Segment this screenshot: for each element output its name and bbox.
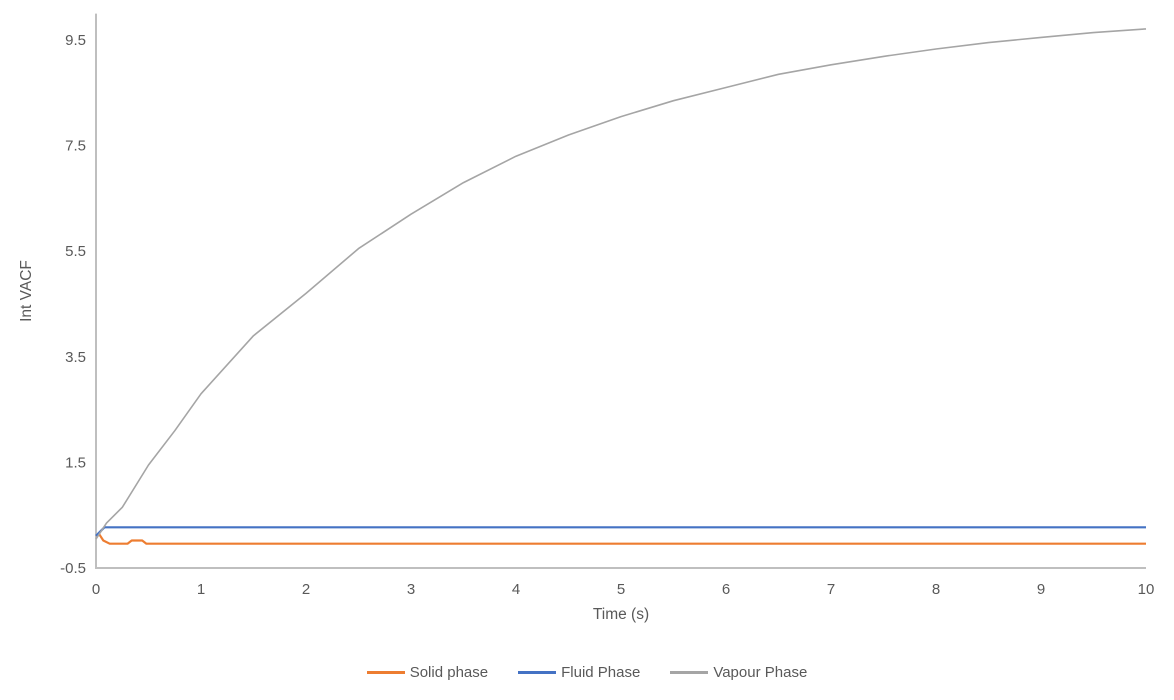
x-tick-label: 8: [932, 581, 940, 598]
series-line-vapour-phase: [95, 28, 1147, 540]
x-tick-label: 10: [1138, 581, 1155, 598]
x-tick-label: 2: [302, 581, 310, 598]
y-tick-label: -0.5: [60, 560, 86, 577]
x-tick-labels: 0 1 2 3 4 5 6 7 8 9 10: [92, 581, 1155, 598]
x-tick-label: 1: [197, 581, 205, 598]
series-lines: [95, 28, 1147, 545]
series-line-fluid-phase: [95, 526, 1146, 537]
legend-swatch-line: [518, 671, 557, 674]
legend-swatch-line: [670, 671, 709, 674]
y-tick-label: 7.5: [65, 138, 86, 155]
legend-label: Fluid Phase: [561, 664, 641, 681]
x-tick-label: 0: [92, 581, 100, 598]
y-tick-label: 5.5: [65, 243, 86, 260]
legend-label: Vapour Phase: [713, 664, 808, 681]
legend: Solid phase Fluid Phase Vapour Phase: [0, 664, 1174, 681]
y-tick-label: 1.5: [65, 454, 86, 471]
x-tick-label: 3: [407, 581, 415, 598]
legend-item-solid-phase: Solid phase: [366, 664, 489, 681]
y-axis-title: Int VACF: [18, 260, 35, 322]
x-tick-label: 9: [1037, 581, 1045, 598]
legend-item-fluid-phase: Fluid Phase: [518, 664, 640, 681]
y-tick-label: 3.5: [65, 349, 86, 366]
x-tick-label: 4: [512, 581, 520, 598]
x-tick-label: 6: [722, 581, 730, 598]
series-line-solid-phase: [95, 533, 1146, 545]
plot-area: -0.5 1.5 3.5 5.5 7.5 9.5 0 1 2 3 4 5 6 7 8 9 10 Time (s…: [18, 13, 1155, 623]
legend-swatch-line: [366, 671, 405, 674]
y-tick-label: 9.5: [65, 32, 86, 49]
legend-label: Solid phase: [409, 664, 489, 681]
x-tick-label: 5: [617, 581, 625, 598]
legend-item-vapour-phase: Vapour Phase: [670, 664, 807, 681]
axes: [95, 13, 1146, 569]
x-axis-title: Time (s): [593, 606, 649, 623]
x-tick-label: 7: [827, 581, 835, 598]
y-tick-labels: -0.5 1.5 3.5 5.5 7.5 9.5: [60, 32, 86, 577]
